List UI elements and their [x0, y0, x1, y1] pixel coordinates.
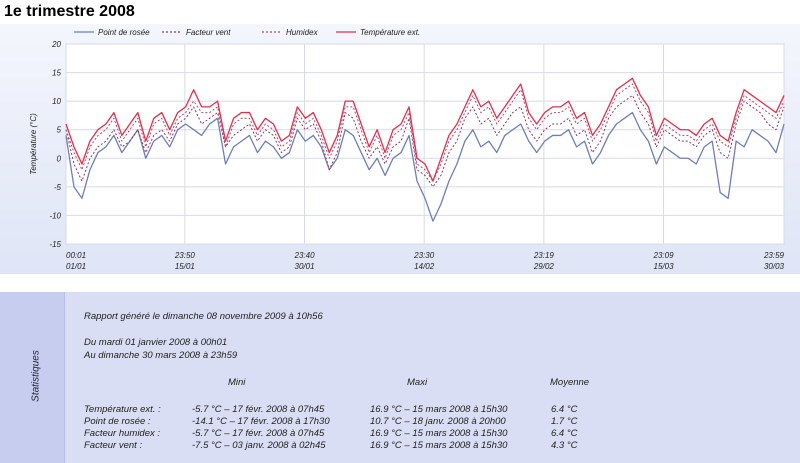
series-line-2 — [65, 83, 785, 182]
row-humidex-min: -5.7 °C – 17 févr. 2008 à 07h45 — [192, 428, 325, 439]
temperature-chart: -15 -10 -5 0 5 10 15 20 00:01 01/01 23:50 15/01 23:4… — [29, 28, 785, 271]
row-windchill-max: 16.9 °C – 15 mars 2008 à 15h30 — [370, 440, 508, 451]
row-humidex-max: 16.9 °C – 15 mars 2008 à 15h30 — [370, 428, 508, 439]
row-windchill-min: -7.5 °C – 03 janv. 2008 à 02h45 — [192, 440, 326, 451]
y-axis-label: Température (°C) — [29, 113, 38, 175]
x-tick-time: 23:59 — [763, 251, 785, 260]
y-tick-label: 20 — [51, 40, 61, 49]
header-max: Maxi — [407, 377, 428, 388]
statistics-sidebar: Statistiques — [0, 292, 65, 463]
row-windchill-avg: 4.3 °C — [551, 440, 578, 451]
y-tick-label: 15 — [52, 69, 61, 78]
period-from-line: Du mardi 01 janvier 2008 à 00h01 — [84, 337, 228, 348]
chart-series — [65, 77, 785, 222]
y-tick-label: -5 — [54, 183, 62, 192]
row-humidex-avg: 6.4 °C — [551, 428, 578, 439]
legend-label: Facteur vent — [186, 28, 231, 37]
series-line-3 — [65, 77, 785, 182]
legend-label: Température ext. — [360, 28, 420, 37]
chart-grid — [65, 43, 785, 245]
chart-legend: Point de rosée Facteur vent Humidex Tempéra… — [74, 28, 420, 37]
series-line-0 — [65, 111, 785, 222]
row-dewpoint-min: -14.1 °C – 17 févr. 2008 à 17h30 — [192, 416, 330, 427]
statistics-label: Statistiques — [30, 350, 42, 402]
x-tick-time: 00:01 — [66, 251, 86, 260]
row-temperature-max: 16.9 °C – 15 mars 2008 à 15h30 — [370, 404, 508, 415]
row-dewpoint-label: Point de rosée : — [84, 416, 151, 427]
legend-label: Humidex — [286, 28, 319, 37]
x-tick-date: 30/03 — [764, 262, 785, 271]
header-min: Mini — [228, 377, 246, 388]
row-humidex-label: Facteur humidex : — [84, 428, 161, 439]
period-to-line: Au dimanche 30 mars 2008 à 23h59 — [84, 350, 238, 361]
row-temperature-avg: 6.4 °C — [551, 404, 578, 415]
row-dewpoint-avg: 1.7 °C — [551, 416, 578, 427]
x-tick-time: 23:50 — [174, 251, 196, 260]
row-temperature-label: Température ext. : — [84, 404, 161, 415]
plot-area — [65, 43, 785, 245]
y-tick-label: 10 — [52, 97, 61, 106]
x-tick-time: 23:30 — [413, 251, 435, 260]
legend-label: Point de rosée — [98, 28, 150, 37]
y-tick-label: 5 — [57, 126, 62, 135]
row-dewpoint-max: 10.7 °C – 18 janv. 2008 à 20h00 — [370, 416, 506, 427]
y-tick-label: -10 — [49, 211, 61, 220]
chart-axes: -15 -10 -5 0 5 10 15 20 00:01 01/01 23:50 15/01 23:4… — [29, 40, 785, 271]
row-temperature-min: -5.7 °C – 17 févr. 2008 à 07h45 — [192, 404, 325, 415]
x-tick-date: 14/02 — [414, 262, 435, 271]
header-avg: Moyenne — [550, 377, 590, 388]
x-tick-date: 15/01 — [175, 262, 195, 271]
y-tick-label: -15 — [49, 240, 61, 249]
x-tick-date: 30/01 — [295, 262, 315, 271]
x-tick-date: 29/02 — [533, 262, 555, 271]
x-tick-date: 15/03 — [654, 262, 675, 271]
x-tick-time: 23:19 — [533, 251, 555, 260]
x-tick-time: 23:40 — [294, 251, 316, 260]
page-title: 1e trimestre 2008 — [4, 3, 135, 20]
row-windchill-label: Facteur vent : — [84, 440, 143, 451]
y-tick-label: 0 — [57, 154, 62, 163]
statistics-panel: Statistiques Rapport généré le dimanche … — [0, 292, 800, 463]
series-line-1 — [65, 94, 785, 188]
report-generated-line: Rapport généré le dimanche 08 novembre 2… — [84, 311, 323, 322]
x-tick-time: 23:09 — [653, 251, 675, 260]
x-tick-date: 01/01 — [66, 262, 86, 271]
